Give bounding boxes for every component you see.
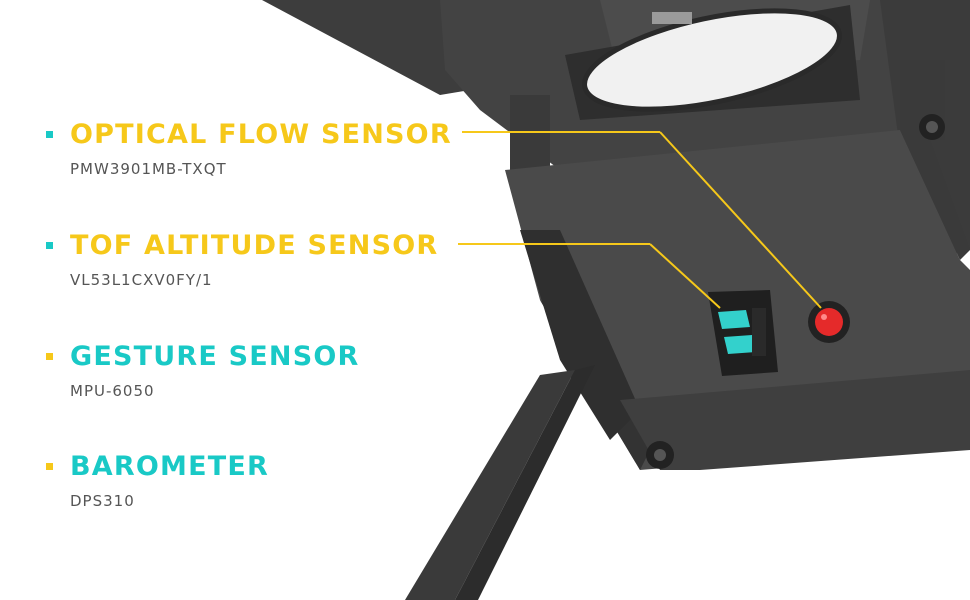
bullet-marker (46, 242, 53, 249)
screw-post-right (900, 60, 945, 140)
status-led (808, 301, 850, 343)
sensor-model: MPU-6050 (70, 382, 155, 400)
callout-tof (458, 243, 721, 309)
sensor-model: PMW3901MB-TXQT (70, 160, 227, 178)
bullet-marker (46, 463, 53, 470)
drone-arm-top (262, 0, 470, 95)
sensor-title: BAROMETER (70, 451, 269, 482)
tof-sensor (708, 290, 778, 376)
bullet-marker (46, 131, 53, 138)
sensor-model: DPS310 (70, 492, 135, 510)
sensor-title: OPTICAL FLOW SENSOR (70, 119, 452, 150)
sensor-model: VL53L1CXV0FY/1 (70, 271, 213, 289)
drone-leg (405, 370, 575, 600)
sensor-title: GESTURE SENSOR (70, 341, 360, 372)
callout-optical-flow (462, 131, 822, 309)
bullet-marker (46, 353, 53, 360)
sensor-title: TOF ALTITUDE SENSOR (70, 230, 439, 261)
optical-flow-lens (565, 5, 860, 120)
